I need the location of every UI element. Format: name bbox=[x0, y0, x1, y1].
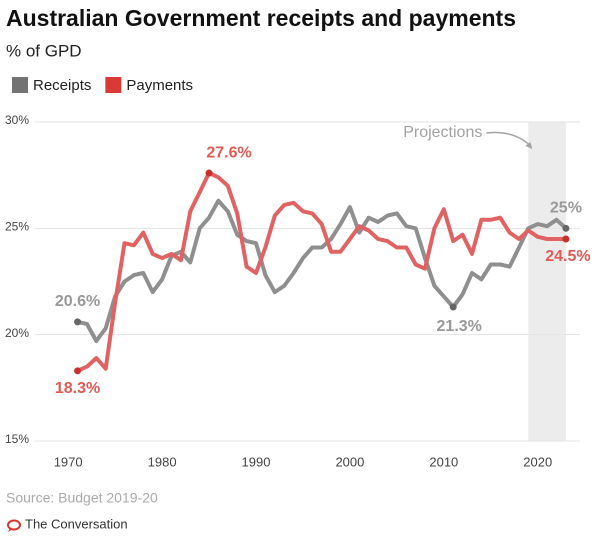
x-tick-label: 1980 bbox=[148, 454, 177, 469]
annotation-dot bbox=[205, 169, 213, 177]
chart-subtitle: % of GPD bbox=[6, 41, 82, 60]
annotation-label: 18.3% bbox=[55, 380, 100, 397]
annotation-label: 27.6% bbox=[206, 144, 251, 161]
brand-logo bbox=[7, 519, 21, 532]
legend-label: Receipts bbox=[33, 77, 91, 94]
annotation-dot bbox=[562, 224, 570, 232]
projection-arrowhead bbox=[525, 142, 533, 149]
annotation-dot bbox=[449, 303, 457, 311]
y-tick-label: 30% bbox=[5, 113, 29, 127]
legend-swatch bbox=[12, 77, 28, 93]
y-tick-label: 20% bbox=[5, 326, 29, 340]
x-tick-label: 2000 bbox=[335, 454, 364, 469]
annotation-dot bbox=[562, 235, 570, 243]
annotation-label: 20.6% bbox=[55, 293, 100, 310]
legend-label: Payments bbox=[126, 77, 193, 94]
chart-title: Australian Government receipts and payme… bbox=[6, 5, 516, 31]
series-line bbox=[75, 171, 568, 373]
x-tick-label: 2020 bbox=[523, 454, 552, 469]
brand: The Conversation bbox=[25, 516, 128, 531]
y-tick-label: 25% bbox=[5, 220, 29, 234]
x-tick-label: 1970 bbox=[54, 454, 83, 469]
projection-label: Projections bbox=[403, 124, 482, 141]
annotation-label: 24.5% bbox=[545, 248, 590, 265]
y-tick-label: 15% bbox=[5, 432, 29, 446]
annotation-dot bbox=[74, 318, 82, 326]
annotation-label: 21.3% bbox=[437, 318, 482, 335]
series-line bbox=[75, 198, 568, 343]
legend-swatch bbox=[105, 77, 122, 93]
projection-arrow bbox=[486, 131, 531, 147]
x-tick-label: 2010 bbox=[429, 454, 458, 469]
annotation-label: 25% bbox=[550, 200, 582, 217]
source: Source: Budget 2019-20 bbox=[6, 490, 158, 506]
projection-band bbox=[528, 122, 566, 441]
annotation-dot bbox=[74, 367, 82, 375]
x-tick-label: 1990 bbox=[242, 454, 271, 469]
